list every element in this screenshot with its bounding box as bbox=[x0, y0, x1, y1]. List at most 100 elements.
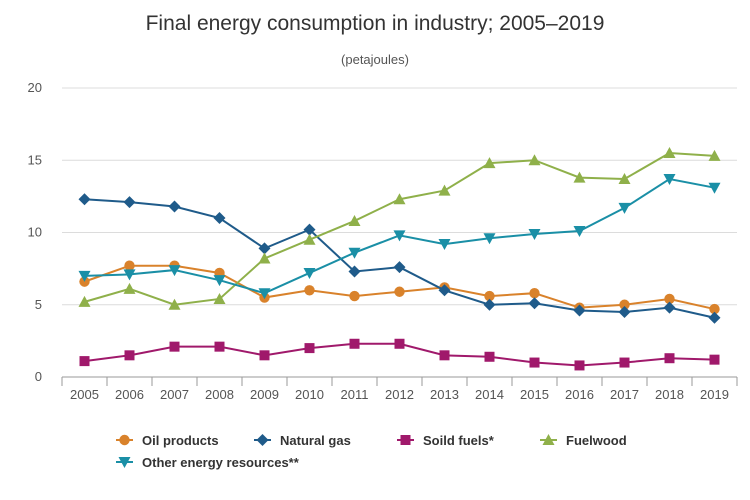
legend-label: Fuelwood bbox=[566, 433, 627, 448]
data-point-other-energy-resources bbox=[438, 239, 451, 251]
series-group bbox=[78, 147, 721, 371]
data-point-fuelwood bbox=[78, 295, 91, 307]
data-point-fuelwood bbox=[348, 214, 361, 226]
x-tick-label: 2011 bbox=[341, 387, 369, 402]
y-tick-label: 15 bbox=[28, 152, 42, 167]
chart-title: Final energy consumption in industry; 20… bbox=[146, 12, 605, 35]
data-point-other-energy-resources bbox=[393, 230, 406, 242]
data-point-other-energy-resources bbox=[348, 247, 361, 259]
y-tick-label: 20 bbox=[28, 80, 42, 95]
data-point-other-energy-resources bbox=[168, 265, 181, 277]
series-line-natural-gas bbox=[84, 198, 715, 319]
data-point-fuelwood bbox=[258, 252, 271, 264]
data-point-natural-gas bbox=[213, 212, 226, 225]
legend-item-fuelwood[interactable]: Fuelwood bbox=[540, 433, 627, 448]
legend-item-oil-products[interactable]: Oil products bbox=[116, 433, 219, 448]
x-tick-label: 2012 bbox=[385, 387, 414, 402]
x-tick-label: 2013 bbox=[430, 387, 459, 402]
data-point-natural-gas bbox=[573, 304, 586, 317]
x-tick-label: 2016 bbox=[565, 387, 594, 402]
data-point-natural-gas bbox=[348, 265, 361, 278]
data-point-fuelwood bbox=[213, 292, 226, 304]
x-tick-label: 2010 bbox=[295, 387, 324, 402]
x-tick-label: 2009 bbox=[250, 387, 279, 402]
legend-marker bbox=[256, 434, 269, 446]
x-tick-label: 2019 bbox=[700, 387, 729, 402]
legend-marker bbox=[119, 434, 130, 446]
data-point-soild-fuels bbox=[709, 354, 720, 365]
data-point-natural-gas bbox=[663, 301, 676, 314]
data-point-soild-fuels bbox=[484, 351, 495, 362]
data-point-soild-fuels bbox=[259, 350, 270, 361]
series-line-fuelwood bbox=[84, 152, 715, 306]
data-point-oil-products bbox=[709, 303, 720, 315]
x-tick-label: 2017 bbox=[610, 387, 639, 402]
data-point-soild-fuels bbox=[169, 341, 180, 352]
data-point-soild-fuels bbox=[394, 338, 405, 349]
chart-subtitle: (petajoules) bbox=[341, 52, 409, 67]
legend-item-other-energy-resources[interactable]: Other energy resources** bbox=[116, 455, 300, 470]
data-point-fuelwood bbox=[438, 184, 451, 196]
data-point-soild-fuels bbox=[349, 338, 360, 349]
data-point-soild-fuels bbox=[529, 357, 540, 368]
data-point-soild-fuels bbox=[574, 360, 585, 371]
data-point-other-energy-resources bbox=[483, 233, 496, 245]
legend-item-soild-fuels[interactable]: Soild fuels* bbox=[397, 433, 495, 448]
x-tick-label: 2015 bbox=[520, 387, 549, 402]
data-point-fuelwood bbox=[708, 149, 721, 161]
legend-label: Oil products bbox=[142, 433, 219, 448]
data-point-natural-gas bbox=[393, 261, 406, 274]
legend[interactable]: Oil products Natural gas Soild fuels* Fuelw… bbox=[116, 433, 627, 470]
data-point-fuelwood bbox=[618, 173, 631, 185]
data-point-oil-products bbox=[394, 286, 405, 297]
data-point-other-energy-resources bbox=[213, 275, 226, 287]
data-point-fuelwood bbox=[483, 157, 496, 169]
legend-label: Natural gas bbox=[280, 433, 351, 448]
data-point-natural-gas bbox=[303, 223, 316, 236]
data-point-oil-products bbox=[619, 299, 630, 310]
data-point-fuelwood bbox=[393, 193, 406, 205]
data-point-natural-gas bbox=[123, 196, 136, 209]
data-point-natural-gas bbox=[78, 193, 91, 206]
data-point-other-energy-resources bbox=[528, 228, 541, 240]
data-point-fuelwood bbox=[663, 147, 676, 159]
y-tick-label: 0 bbox=[35, 369, 42, 384]
legend-item-natural-gas[interactable]: Natural gas bbox=[254, 433, 351, 448]
x-tick-label: 2008 bbox=[205, 387, 234, 402]
data-point-other-energy-resources bbox=[258, 288, 271, 300]
legend-label: Soild fuels* bbox=[423, 433, 495, 448]
legend-label: Other energy resources** bbox=[142, 455, 300, 470]
data-point-fuelwood bbox=[528, 154, 541, 166]
data-point-soild-fuels bbox=[439, 350, 450, 361]
series-oil-products bbox=[79, 260, 720, 315]
data-point-natural-gas bbox=[438, 284, 451, 297]
x-tick-label: 2014 bbox=[475, 387, 504, 402]
data-point-oil-products bbox=[664, 293, 675, 305]
data-point-oil-products bbox=[349, 290, 360, 302]
x-tick-label: 2007 bbox=[160, 387, 189, 402]
data-point-other-energy-resources bbox=[78, 270, 91, 282]
data-point-other-energy-resources bbox=[663, 174, 676, 186]
legend-marker bbox=[118, 457, 131, 468]
data-point-fuelwood bbox=[573, 171, 586, 183]
data-point-soild-fuels bbox=[619, 357, 630, 368]
x-tick-label: 2018 bbox=[655, 387, 684, 402]
series-other-energy-resources bbox=[78, 174, 721, 300]
legend-marker bbox=[542, 434, 555, 445]
data-point-natural-gas bbox=[618, 305, 631, 318]
data-point-soild-fuels bbox=[304, 343, 315, 354]
data-point-oil-products bbox=[529, 287, 540, 299]
data-point-fuelwood bbox=[303, 233, 316, 245]
data-point-soild-fuels bbox=[124, 350, 135, 361]
series-fuelwood bbox=[78, 147, 721, 310]
legend-marker bbox=[400, 435, 411, 445]
x-axis: 2005 2006 2007 2008 2009 2010 2011 2012 2013 2014… bbox=[61, 376, 738, 402]
data-point-other-energy-resources bbox=[618, 202, 631, 214]
data-point-fuelwood bbox=[168, 298, 181, 310]
y-tick-label: 5 bbox=[35, 297, 42, 312]
data-point-oil-products bbox=[484, 290, 495, 302]
data-point-other-energy-resources bbox=[123, 269, 136, 281]
data-point-oil-products bbox=[304, 285, 315, 296]
y-axis: 0 5 10 15 20 bbox=[28, 80, 42, 384]
